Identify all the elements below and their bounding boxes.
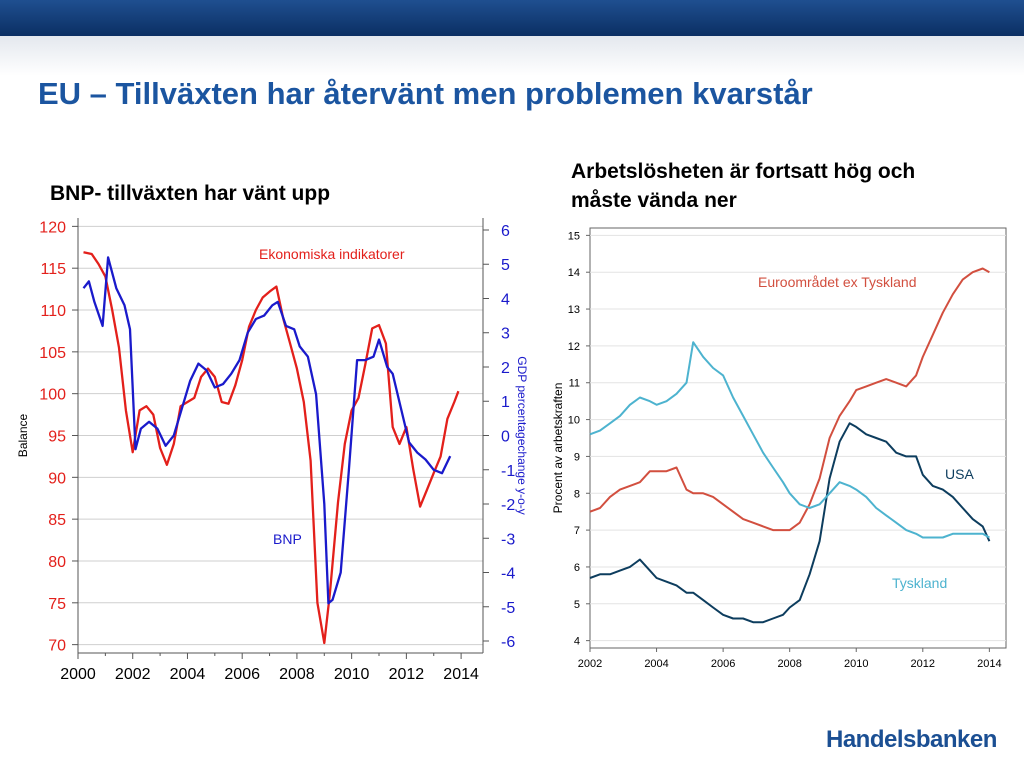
y-tick-label: 10 (568, 415, 580, 427)
x-tick-label: 2006 (224, 666, 260, 683)
x-tick-label: 2006 (711, 658, 735, 670)
series-line-usa (589, 422, 991, 624)
y2-tick-label: 6 (501, 223, 510, 240)
header-fade (0, 36, 1024, 76)
slide-title: EU – Tillväxten har återvänt men problem… (38, 76, 813, 111)
right-subtitle-line-2: måste vända ner (571, 189, 737, 212)
y-tick-label: 75 (48, 596, 66, 613)
y-tick-label: 14 (568, 267, 580, 279)
y-tick-label: 115 (40, 261, 66, 278)
header-bar (0, 0, 1024, 36)
y2-axis-label: GDP percentagechange y-o-y (515, 356, 529, 515)
y-tick-label: 13 (568, 304, 580, 316)
y-tick-label: 9 (574, 451, 580, 463)
y2-tick-label: 1 (501, 394, 510, 411)
series-line-gdp (82, 256, 452, 605)
series-label-eurozone-ex-germany: Euroområdet ex Tyskland (758, 274, 917, 290)
x-tick-label: 2002 (115, 666, 151, 683)
series-label-usa: USA (945, 466, 974, 482)
x-tick-label: 2010 (844, 658, 868, 670)
y2-tick-label: -1 (501, 463, 515, 480)
x-tick-label: 2008 (777, 658, 801, 670)
y-axis-label: Procent av arbetskraften (551, 383, 565, 514)
gdp-chart: 1201151101051009590858075706543210-1-2-3… (16, 218, 529, 683)
left-chart-subtitle: BNP- tillväxten har vänt upp (50, 182, 331, 205)
y-tick-label: 105 (39, 345, 66, 362)
y-tick-label: 8 (574, 488, 580, 500)
x-tick-label: 2010 (334, 666, 370, 683)
y-tick-label: 12 (568, 341, 580, 353)
series-label-germany: Tyskland (892, 575, 947, 591)
y-tick-label: 85 (48, 512, 66, 529)
y-tick-label: 7 (574, 525, 580, 537)
x-tick-label: 2004 (170, 666, 206, 683)
x-tick-label: 2012 (389, 666, 425, 683)
series-line-germany (589, 341, 990, 539)
y-tick-label: 15 (568, 230, 580, 242)
y-tick-label: 110 (40, 303, 66, 320)
y-axis-label: Balance (16, 413, 30, 457)
x-tick-label: 2002 (578, 658, 602, 670)
y-tick-label: 4 (574, 636, 580, 648)
y-tick-label: 5 (574, 599, 580, 611)
y2-tick-label: 0 (501, 429, 510, 446)
x-tick-label: 2012 (911, 658, 935, 670)
x-tick-label: 2000 (60, 666, 96, 683)
y2-tick-label: -6 (501, 634, 515, 651)
x-tick-label: 2008 (279, 666, 315, 683)
handelsbanken-logo: Handelsbanken (826, 726, 997, 753)
y2-tick-label: 2 (501, 360, 510, 377)
y2-tick-label: 4 (501, 291, 510, 308)
y-tick-label: 120 (39, 219, 66, 236)
y-tick-label: 70 (48, 638, 66, 655)
right-chart-subtitle: Arbetslösheten är fortsatt hög och måste… (571, 157, 915, 215)
series-label-gdp: BNP (273, 531, 302, 547)
unemployment-chart: 15 14 13 12 11 10 9 8 7 6 5 4 2002 2004 2006 2008 2010 20… (551, 227, 1007, 670)
right-subtitle-line-1: Arbetslösheten är fortsatt hög och (571, 160, 916, 183)
x-tick-label: 2004 (644, 658, 668, 670)
series-line-eurozone-ex-germany (589, 267, 990, 532)
y-tick-label: 11 (569, 378, 580, 390)
series-label-indicators: Ekonomiska indikatorer (259, 246, 405, 262)
y-tick-label: 90 (48, 470, 66, 487)
y2-tick-label: -3 (501, 531, 515, 548)
y2-tick-label: -5 (501, 600, 515, 617)
x-tick-label: 2014 (977, 658, 1001, 670)
y2-tick-label: -2 (501, 497, 515, 514)
series-line-indicators (83, 251, 460, 645)
x-tick-label: 2014 (443, 666, 479, 683)
y-tick-label: 95 (48, 429, 66, 446)
y2-tick-label: 3 (501, 326, 510, 343)
y-tick-label: 6 (574, 562, 580, 574)
y2-tick-label: 5 (501, 257, 510, 274)
y2-tick-label: -4 (501, 566, 515, 583)
y-tick-label: 80 (48, 554, 66, 571)
y-tick-label: 100 (39, 387, 66, 404)
plot-frame (589, 227, 1007, 649)
